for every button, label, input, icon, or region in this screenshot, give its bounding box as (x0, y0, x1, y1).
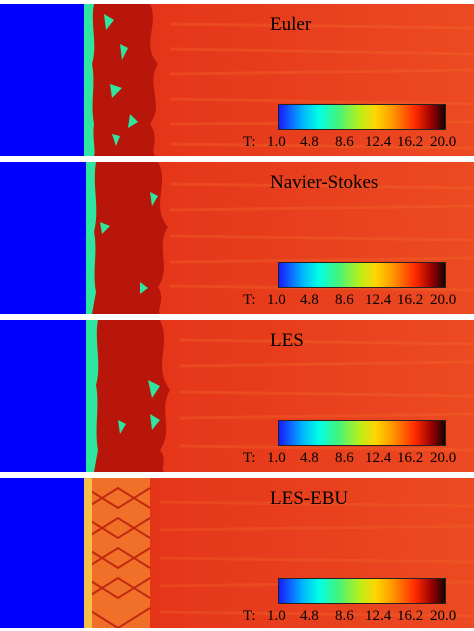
colorbar-tick: 16.2 (397, 292, 424, 308)
colorbar (278, 578, 446, 604)
colorbar-tick: 4.8 (300, 450, 319, 466)
colorbar-tick: 1.0 (267, 450, 286, 466)
panel-les: LES T: 1.0 4.8 8.6 12.4 16.2 20.0 (0, 320, 474, 472)
colorbar-tick: 1.0 (267, 292, 286, 308)
colorbar-tick: 16.2 (397, 450, 424, 466)
temperature-field-navier-stokes (0, 162, 474, 314)
colorbar-tick: 16.2 (397, 134, 424, 150)
panel-euler: Euler T: 1.0 4.8 8.6 12.4 16.2 20.0 (0, 4, 474, 156)
colorbar-tick: 12.4 (365, 292, 392, 308)
colorbar-variable-label: T: (243, 292, 256, 308)
colorbar-tick: 12.4 (365, 134, 392, 150)
temperature-field-les-ebu (0, 478, 474, 628)
colorbar (278, 104, 446, 130)
colorbar-variable-label: T: (243, 134, 256, 150)
temperature-field-les (0, 320, 474, 472)
panel-title: LES-EBU (270, 488, 349, 509)
colorbar-tick: 8.6 (335, 608, 354, 624)
colorbar-tick: 20.0 (430, 134, 457, 150)
colorbar-tick: 20.0 (430, 608, 457, 624)
colorbar-tick: 16.2 (397, 608, 424, 624)
temperature-field-euler (0, 4, 474, 156)
panel-title: Navier-Stokes (270, 172, 379, 193)
colorbar (278, 420, 446, 446)
colorbar-tick: 8.6 (335, 450, 354, 466)
colorbar-tick: 1.0 (267, 134, 286, 150)
colorbar-tick: 20.0 (430, 292, 457, 308)
colorbar-tick: 8.6 (335, 134, 354, 150)
colorbar-variable-label: T: (243, 608, 256, 624)
colorbar-tick: 12.4 (365, 608, 392, 624)
colorbar-tick: 8.6 (335, 292, 354, 308)
colorbar-tick: 4.8 (300, 292, 319, 308)
colorbar-tick: 12.4 (365, 450, 392, 466)
panel-title: Euler (270, 14, 312, 35)
colorbar-tick: 4.8 (300, 608, 319, 624)
panel-navier-stokes: Navier-Stokes T: 1.0 4.8 8.6 12.4 16.2 2… (0, 162, 474, 314)
panel-les-ebu: LES-EBU T: 1.0 4.8 8.6 12.4 16.2 20.0 (0, 478, 474, 628)
colorbar (278, 262, 446, 288)
colorbar-tick: 20.0 (430, 450, 457, 466)
colorbar-tick: 1.0 (267, 608, 286, 624)
colorbar-variable-label: T: (243, 450, 256, 466)
panel-title: LES (270, 330, 304, 351)
colorbar-tick: 4.8 (300, 134, 319, 150)
